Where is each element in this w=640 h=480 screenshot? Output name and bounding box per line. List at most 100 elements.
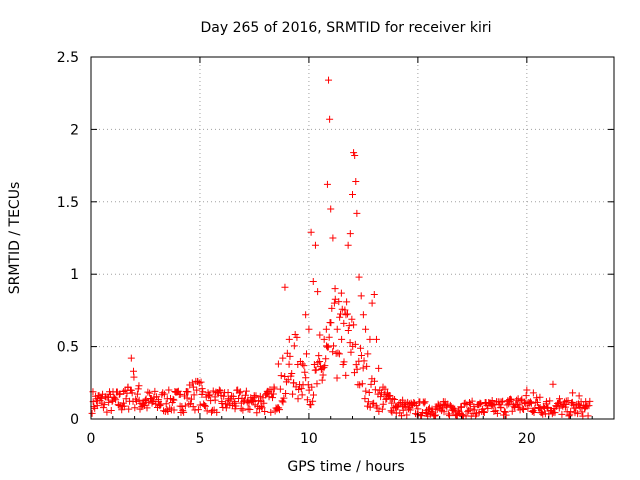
data-point-trace (324, 343, 332, 351)
data-point-trace (490, 408, 498, 416)
data-point-trace (183, 394, 191, 402)
data-point-trace (323, 342, 331, 350)
data-point (505, 398, 513, 406)
data-point (316, 331, 324, 339)
data-point-trace (346, 339, 354, 347)
data-point-trace (536, 403, 544, 411)
data-point (285, 335, 293, 343)
data-point-trace (188, 379, 196, 387)
data-point-trace (275, 404, 283, 412)
data-point-trace (160, 407, 168, 415)
data-point-trace (445, 410, 453, 418)
data-point (368, 299, 376, 307)
data-point-trace (470, 403, 478, 411)
y-tick-label: 2 (70, 122, 79, 138)
data-point-trace (327, 319, 335, 327)
data-point-trace (139, 401, 147, 409)
data-point-trace (307, 401, 315, 409)
data-point-trace (567, 408, 575, 416)
data-point (352, 178, 360, 186)
data-point-trace (119, 399, 127, 407)
data-point-trace (452, 411, 460, 419)
data-point (359, 311, 367, 319)
data-point-trace (201, 402, 209, 410)
data-point-trace (471, 406, 479, 414)
data-point-trace (93, 402, 101, 410)
data-point-trace (290, 342, 298, 350)
data-point-trace (445, 412, 453, 420)
data-point-trace (252, 392, 260, 400)
data-point (129, 367, 137, 375)
data-point (281, 283, 289, 291)
data-point (250, 393, 258, 401)
data-point-trace (344, 326, 352, 334)
data-point-trace (363, 362, 371, 370)
data-point (488, 402, 496, 410)
data-point-trace (353, 365, 361, 373)
data-point-trace (289, 390, 297, 398)
data-point (582, 398, 590, 406)
data-point-trace (527, 399, 535, 407)
data-point (294, 395, 302, 403)
data-point-trace (499, 397, 507, 405)
data-point-trace (128, 389, 136, 397)
data-point-trace (134, 385, 142, 393)
data-point (189, 383, 197, 391)
data-point-trace (489, 401, 497, 409)
data-point-trace (293, 333, 301, 341)
data-point-trace (565, 412, 573, 420)
data-point-trace (232, 402, 240, 410)
data-point-trace (333, 374, 341, 382)
data-point (109, 396, 117, 404)
y-tick-label: 1.5 (57, 195, 79, 211)
x-tick-label: 5 (195, 431, 204, 447)
data-point-trace (203, 407, 211, 415)
data-point-trace (156, 402, 164, 410)
data-point (388, 399, 396, 407)
data-point-trace (280, 394, 288, 402)
data-point (302, 311, 310, 319)
data-point-trace (335, 298, 343, 306)
data-point-trace (303, 396, 311, 404)
data-point-trace (500, 408, 508, 416)
data-point-trace (253, 409, 261, 417)
data-point-trace (334, 349, 342, 357)
data-point (362, 325, 370, 333)
data-point-trace (291, 330, 299, 338)
data-point-trace (229, 392, 237, 400)
data-point-trace (365, 389, 373, 397)
data-point-trace (215, 386, 223, 394)
data-point-trace (258, 404, 266, 412)
data-point (94, 395, 102, 403)
data-point-trace (404, 398, 412, 406)
data-point-trace (302, 374, 310, 382)
data-point (383, 389, 391, 397)
data-point-trace (431, 412, 439, 420)
data-point-trace (418, 411, 426, 419)
data-point-trace (216, 387, 224, 395)
x-tick-label: 10 (300, 431, 318, 447)
data-point-trace (479, 408, 487, 416)
data-point-trace (391, 396, 399, 404)
data-point-trace (530, 408, 538, 416)
data-point-trace (432, 411, 440, 419)
data-point-trace (379, 400, 387, 408)
x-axis-label: GPS time / hours (287, 459, 404, 475)
data-point (529, 389, 537, 397)
data-point-trace (301, 368, 309, 376)
data-point-trace (195, 379, 203, 387)
data-point (314, 288, 322, 296)
data-point-trace (235, 389, 243, 397)
data-point-trace (403, 411, 411, 419)
data-point (279, 354, 287, 362)
data-point (457, 403, 465, 411)
data-point (170, 396, 178, 404)
data-point-trace (508, 407, 516, 415)
data-point-trace (343, 310, 351, 318)
data-point (342, 311, 350, 319)
data-point (326, 115, 334, 123)
data-point-trace (125, 405, 133, 413)
data-point-trace (187, 395, 195, 403)
data-point-trace (277, 372, 285, 380)
data-point-trace (378, 405, 386, 413)
